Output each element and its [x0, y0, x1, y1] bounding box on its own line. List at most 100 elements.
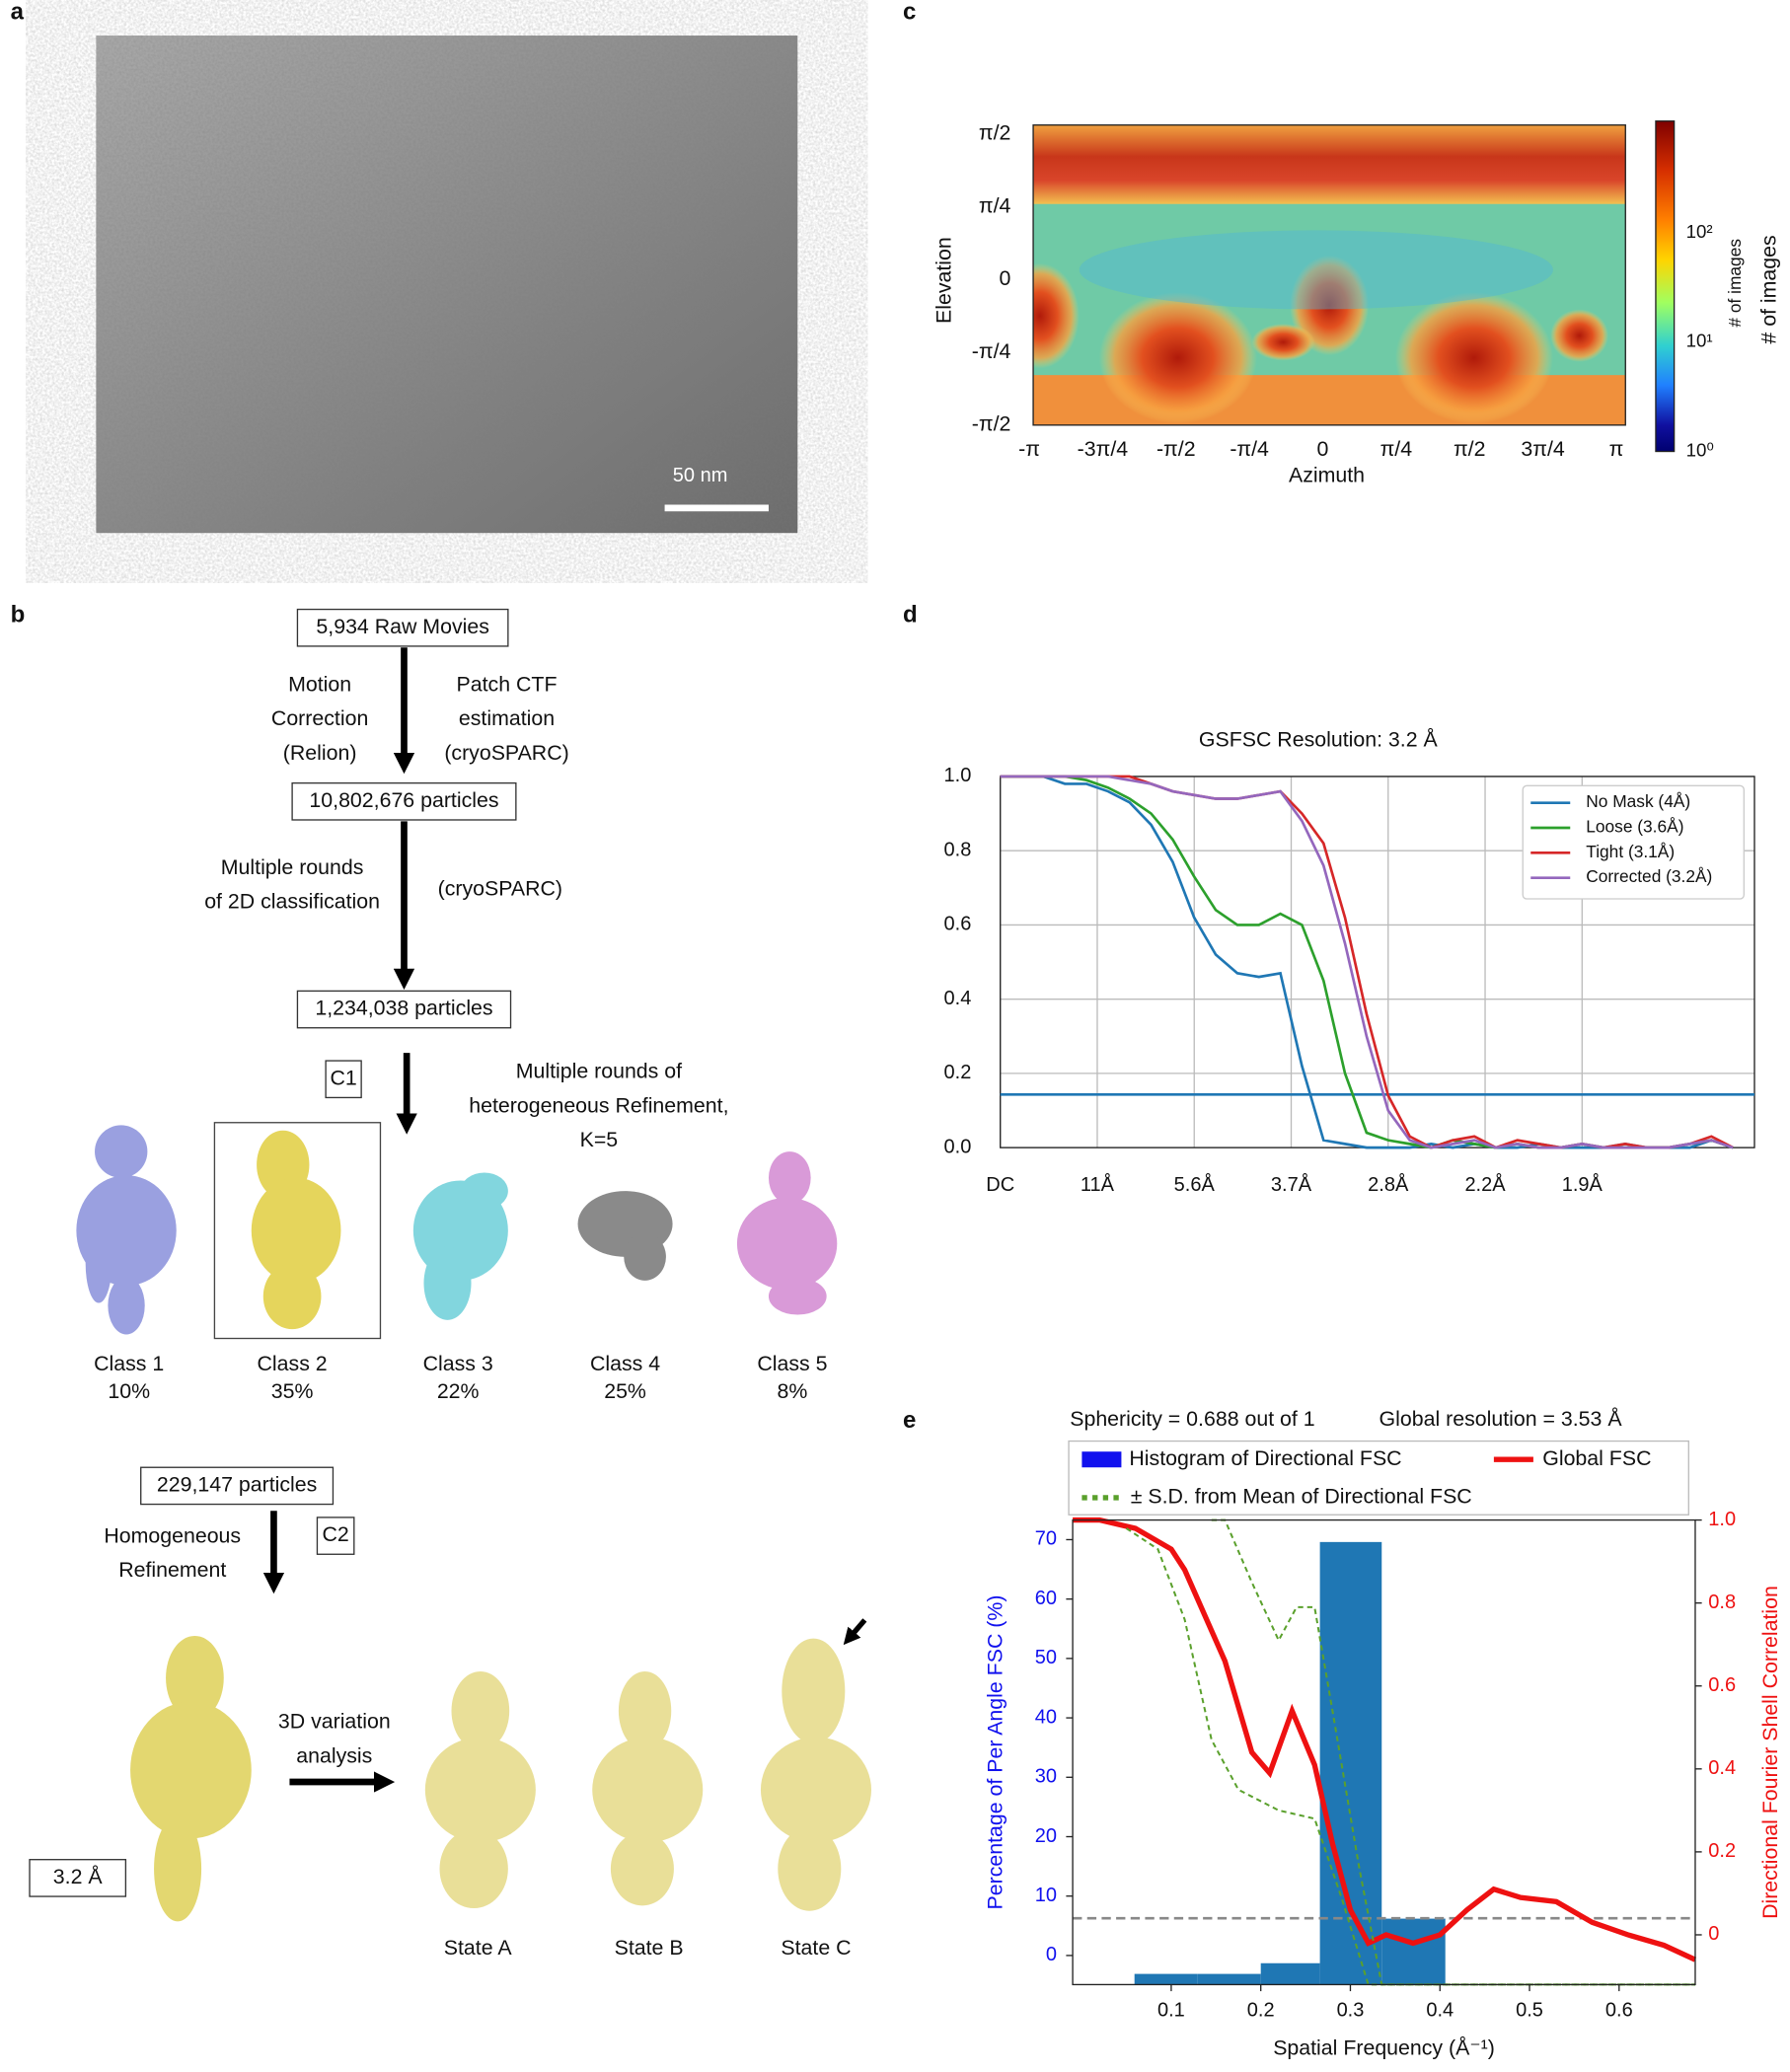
micrograph: 50 nm: [96, 36, 798, 534]
step-label: 3D variation: [278, 1710, 391, 1734]
legend-label: Tight (3.1Å): [1586, 842, 1675, 861]
x-tick-label: 0.4: [1426, 1999, 1454, 2021]
fsc-line: [1000, 775, 1734, 1149]
heatmap-spot: [1098, 292, 1257, 424]
y-tick-label: 70: [1035, 1528, 1057, 1550]
heatmap-spot: [1079, 230, 1553, 310]
state-label: State A: [444, 1936, 513, 1960]
step-label: Patch CTF: [457, 673, 558, 697]
class-share: 25%: [604, 1379, 646, 1403]
heatmap-spot: [1550, 309, 1608, 362]
histogram-bar: [1260, 1962, 1320, 1985]
legend-label: No Mask (4Å): [1586, 791, 1690, 811]
class-map: [76, 1125, 177, 1335]
node-box: [140, 1466, 335, 1506]
x-tick-label: π/2: [1454, 437, 1486, 461]
x-tick-label: DC: [986, 1174, 1014, 1196]
panel-label: d: [903, 602, 918, 629]
step-label: (cryoSPARC): [444, 741, 568, 765]
step-label: (Relion): [283, 741, 357, 765]
y-axis-label: Percentage of Per Angle FSC (%): [983, 1595, 1007, 1910]
legend-swatch: [1081, 1451, 1122, 1468]
class-share: 35%: [271, 1379, 314, 1403]
y-tick-label: -π/4: [972, 339, 1011, 363]
node-box: [29, 1859, 127, 1897]
class-map: [251, 1130, 341, 1330]
chart-subtitle: Global resolution = 3.53 Å: [1380, 1407, 1623, 1431]
histogram-bar: [1197, 1973, 1261, 1985]
y2-tick-label: 1.0: [1708, 1509, 1736, 1530]
y-tick-label: 0.6: [944, 914, 972, 935]
colorbar-label: # of images: [1757, 235, 1781, 343]
y-tick-label: -π/2: [972, 412, 1011, 436]
y-tick-label: π/2: [979, 121, 1011, 145]
y2-tick-label: 0: [1708, 1923, 1719, 1945]
class-map: [412, 1172, 508, 1320]
y2-tick-label: 0.6: [1708, 1674, 1736, 1696]
class-share: 8%: [778, 1379, 808, 1403]
legend-label: Loose (3.6Å): [1586, 817, 1683, 837]
class-share: 22%: [437, 1379, 480, 1403]
colorbar-label-ghost: # of images: [1725, 239, 1745, 328]
step-label: Motion: [288, 673, 351, 697]
state-map: [760, 1638, 871, 1911]
sd-line: [1125, 1527, 1695, 1986]
x-tick-label: -π: [1018, 437, 1040, 461]
legend-label: Corrected (3.2Å): [1586, 866, 1712, 886]
step-label: (cryoSPARC): [438, 876, 562, 900]
x-tick-label: -π/4: [1230, 437, 1269, 461]
symmetry: C2: [322, 1522, 348, 1546]
colorbar-tick-label: 10⁰: [1686, 439, 1714, 460]
step-label: Correction: [271, 706, 368, 730]
y-tick-label: π/4: [979, 193, 1011, 217]
class-map: [577, 1191, 673, 1281]
node: 10,802,676 particles: [309, 788, 498, 812]
selection-box: [213, 1122, 382, 1340]
x-tick-label: 1.9Å: [1562, 1173, 1604, 1196]
node-box: [325, 1060, 362, 1099]
legend-box: [1068, 1440, 1689, 1516]
x-tick-label: -π/2: [1156, 437, 1196, 461]
histogram-bar: [1381, 1918, 1446, 1985]
y-tick-label: 50: [1035, 1647, 1057, 1668]
step-label: K=5: [580, 1128, 619, 1151]
class-name: Class 4: [590, 1352, 660, 1375]
x-axis-label: Spatial Frequency (Å⁻¹): [1273, 2035, 1495, 2059]
node: 5,934 Raw Movies: [316, 615, 488, 638]
heatmap-spot: [1251, 324, 1315, 361]
class-maps: [76, 1125, 871, 1922]
class-name: Class 1: [94, 1352, 164, 1375]
y2-tick-label: 0.8: [1708, 1591, 1736, 1613]
step-label: Multiple rounds: [221, 855, 364, 879]
x-tick-label: 0.2: [1247, 1999, 1275, 2021]
viewing-heatmap: [1033, 124, 1626, 425]
colorbar-tick-label: 10²: [1686, 221, 1713, 242]
heatmap-band: [1033, 124, 1626, 204]
panel-label: a: [11, 0, 25, 26]
legend-label: Global FSC: [1542, 1446, 1651, 1470]
x-tick-label: π: [1609, 437, 1624, 461]
x-tick-label: 2.2Å: [1464, 1173, 1506, 1196]
step-label: of 2D classification: [204, 890, 380, 914]
y-tick-label: 0: [1046, 1944, 1057, 1965]
x-tick-label: 11Å: [1081, 1173, 1115, 1196]
state-label: State B: [615, 1936, 684, 1960]
node: 229,147 particles: [157, 1473, 317, 1497]
step-label: heterogeneous Refinement,: [469, 1093, 728, 1117]
step-label: Homogeneous: [104, 1524, 241, 1548]
y-tick-label: 40: [1035, 1706, 1057, 1728]
y-tick-label: 30: [1035, 1766, 1057, 1788]
y-tick-label: 0.0: [944, 1136, 972, 1157]
panel-label: e: [903, 1407, 916, 1434]
histogram-bar: [1134, 1973, 1198, 1985]
y-tick-label: 10: [1035, 1885, 1057, 1906]
chart-title: GSFSC Resolution: 3.2 Å: [1199, 728, 1439, 752]
x-tick-label: -3π/4: [1078, 437, 1129, 461]
y-tick-label: 0: [1000, 266, 1011, 290]
state-map: [592, 1670, 704, 1906]
class-map: [736, 1151, 838, 1315]
step-label: Multiple rounds of: [516, 1060, 682, 1083]
sd-line: [1211, 1518, 1695, 1986]
heatmap-spot: [1033, 262, 1080, 369]
